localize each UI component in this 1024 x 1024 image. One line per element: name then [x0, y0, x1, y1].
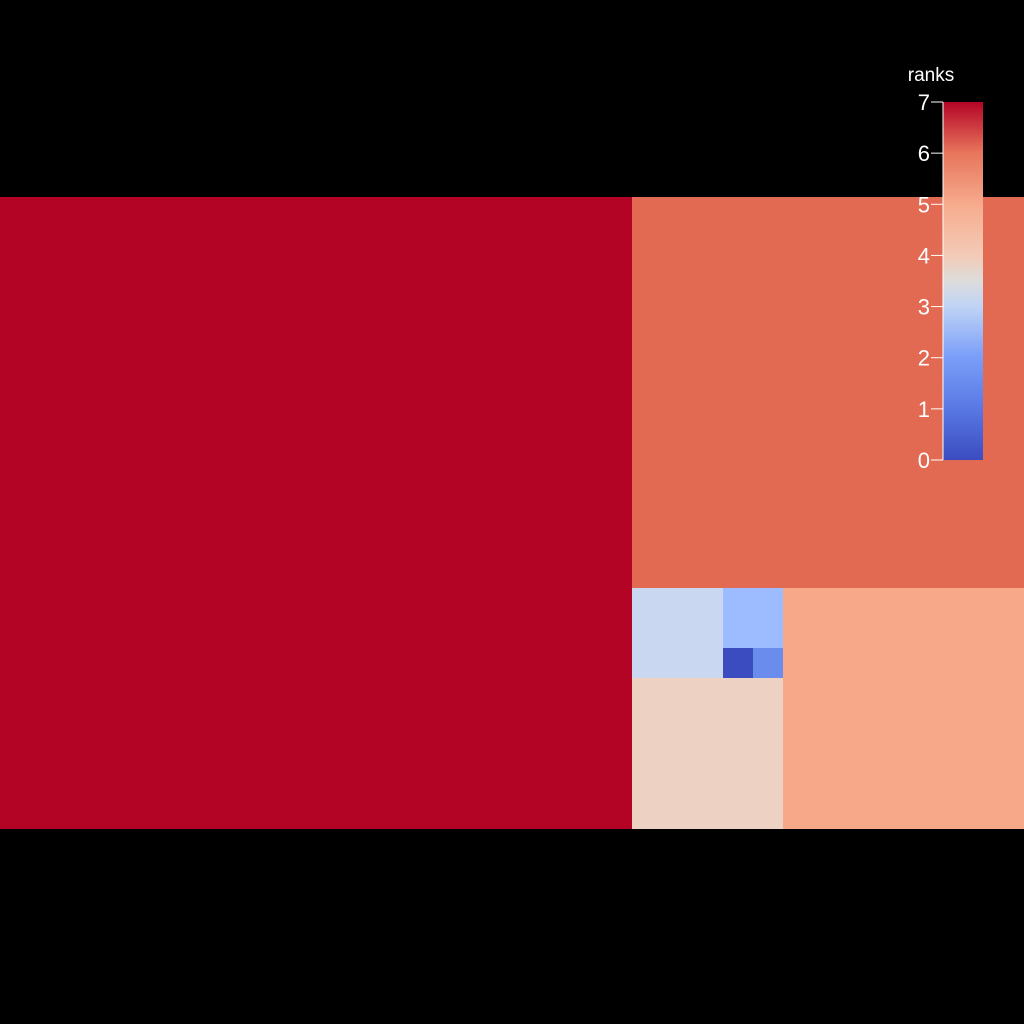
treemap-cell-rank-1	[753, 648, 783, 678]
colorbar-tick-label: 0	[918, 448, 930, 473]
treemap-cell-rank-5	[783, 588, 1024, 829]
colorbar-title: ranks	[908, 65, 954, 86]
colorbar-tick-label: 4	[918, 243, 930, 268]
treemap-cell-rank-0	[723, 648, 753, 678]
colorbar-tick-label: 1	[918, 397, 930, 422]
treemap-cell-rank-4	[632, 678, 783, 829]
treemap-cell-rank-3	[632, 588, 723, 678]
colorbar: ranks 0 1 2 3 4 5 6 7	[908, 65, 983, 473]
colorbar-tick-label: 2	[918, 346, 930, 371]
treemap-cell-rank-2	[723, 588, 783, 648]
colorbar-tick-label: 3	[918, 295, 930, 320]
colorbar-ticks: 0 1 2 3 4 5 6 7	[918, 90, 943, 473]
treemap-cells	[0, 197, 1024, 829]
treemap-cell-rank-7	[0, 197, 632, 829]
colorbar-gradient	[943, 102, 983, 460]
colorbar-tick-label: 5	[918, 192, 930, 217]
colorbar-tick-label: 6	[918, 141, 930, 166]
colorbar-tick-label: 7	[918, 90, 930, 115]
